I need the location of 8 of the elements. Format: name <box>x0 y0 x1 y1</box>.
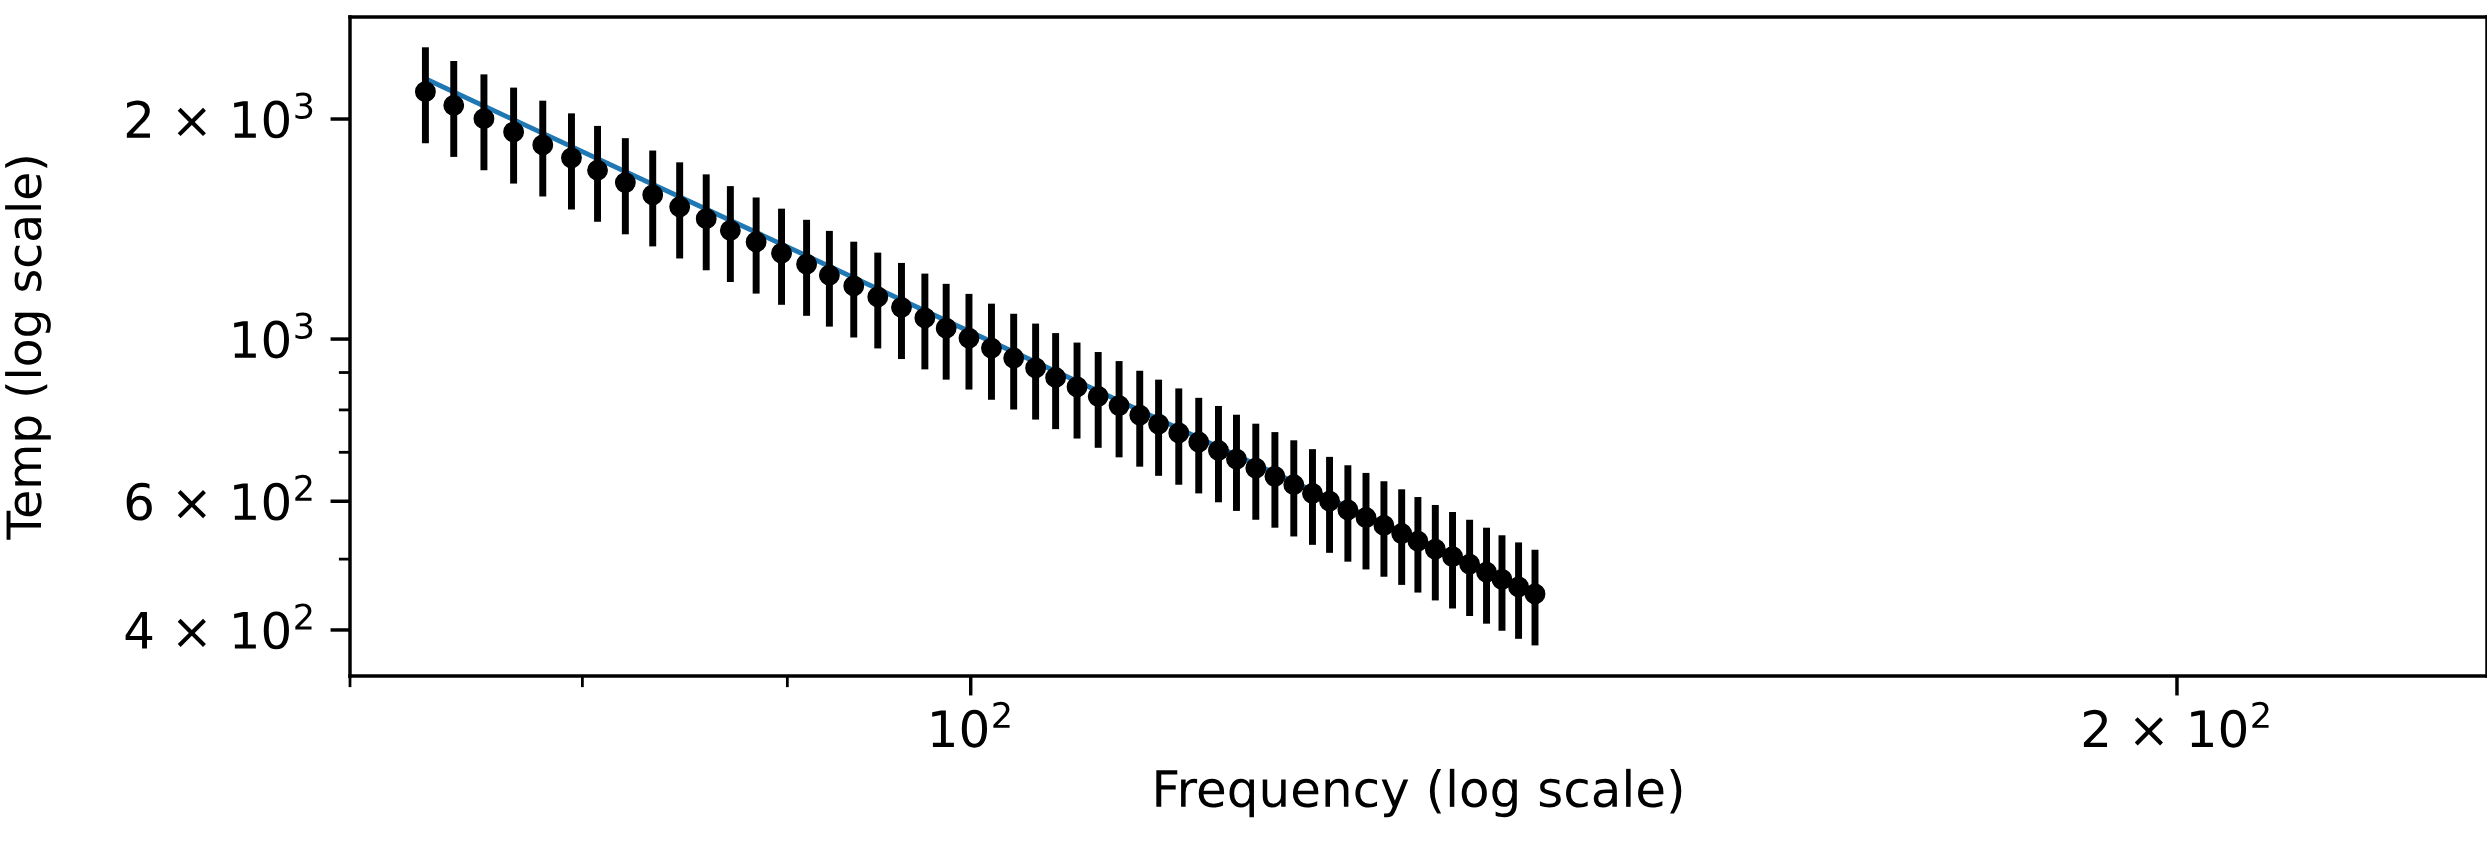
x-tick-label: 10$^{2}$ <box>932 701 1010 748</box>
x-axis-title: Frequency (log scale) <box>1156 768 1682 818</box>
y-tick-label: 6 × 10$^{2}$ <box>126 474 312 521</box>
x-tick-label: 2 × 10$^{2}$ <box>2083 701 2269 748</box>
y-tick-label: 2 × 10$^{3}$ <box>126 92 313 139</box>
y-tick-label: 10$^{3}$ <box>234 312 313 359</box>
y-axis-title: Temp (log scale) <box>5 157 51 540</box>
y-tick-label: 4 × 10$^{2}$ <box>125 603 312 650</box>
